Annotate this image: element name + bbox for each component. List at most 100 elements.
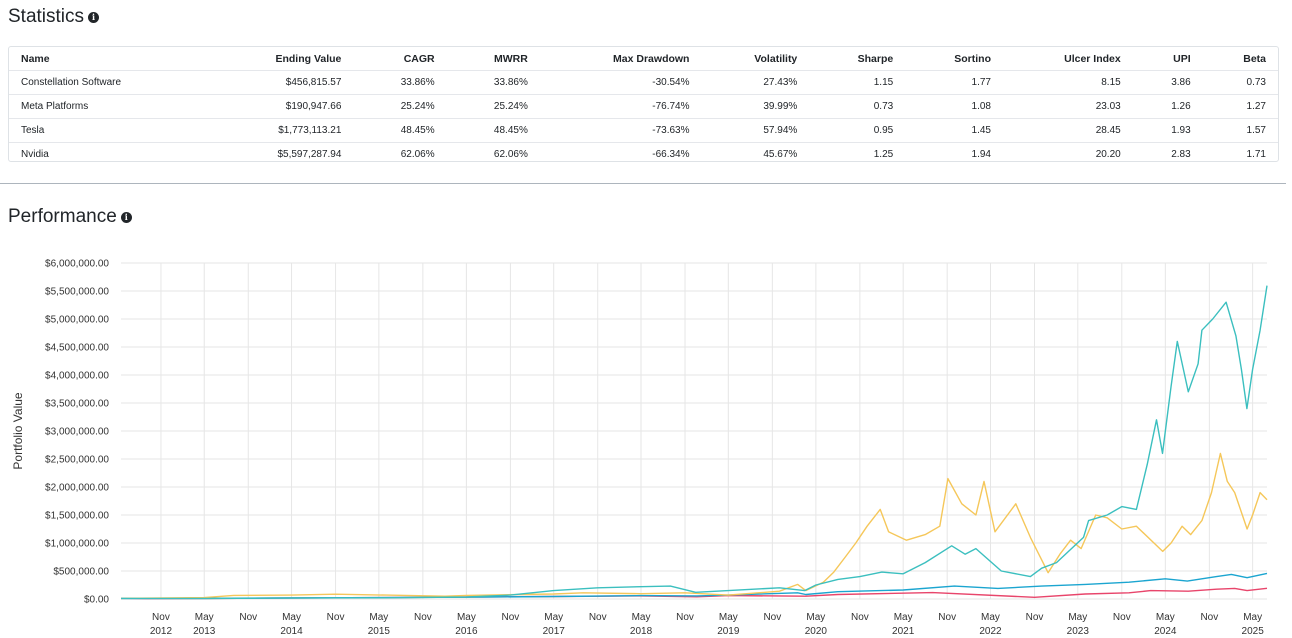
row-value: 0.95 bbox=[809, 118, 906, 143]
row-value: 20.20 bbox=[1095, 149, 1121, 160]
x-tick-label: Nov bbox=[589, 612, 607, 623]
table-row: Constellation Software $456,815.57 33.86% 3… bbox=[9, 70, 1278, 95]
statistics-title: Statistics i bbox=[8, 6, 100, 28]
row-value: 1.94 bbox=[971, 149, 991, 160]
info-icon[interactable]: i bbox=[88, 11, 100, 23]
row-value: 1.77 bbox=[905, 70, 1003, 95]
y-tick-label: $3,500,000.00 bbox=[45, 399, 109, 410]
row-value: 1.27 bbox=[1202, 94, 1278, 119]
x-tick-label: Nov bbox=[938, 612, 956, 623]
y-tick-label: $5,500,000.00 bbox=[45, 287, 109, 298]
x-tick-label: 2019 bbox=[717, 626, 740, 637]
x-tick-label: 2016 bbox=[455, 626, 478, 637]
x-tick-label: Nov bbox=[1200, 612, 1218, 623]
row-value: 39.99% bbox=[701, 94, 810, 119]
row-value: 1.25 bbox=[873, 149, 894, 160]
column-header[interactable]: Sortino bbox=[905, 47, 1003, 71]
x-tick-label: May bbox=[981, 612, 1000, 623]
y-tick-label: $1,500,000.00 bbox=[45, 511, 109, 522]
column-header[interactable]: MWRR bbox=[446, 47, 540, 71]
x-tick-label: May bbox=[1156, 612, 1175, 623]
y-tick-label: $500,000.00 bbox=[53, 567, 109, 578]
y-tick-label: $4,500,000.00 bbox=[45, 343, 109, 354]
row-value: -73.63% bbox=[539, 118, 702, 143]
column-header[interactable]: Sharpe bbox=[809, 47, 906, 71]
row-value: 48.45% bbox=[446, 118, 540, 143]
row-value: 25.24% bbox=[446, 94, 540, 119]
table-row: Nvidia $5,597,287.94 62.06% 62.06% -66.34% 45… bbox=[9, 143, 1278, 162]
row-name: Meta Platforms bbox=[9, 94, 209, 119]
row-name: Nvidia bbox=[21, 149, 49, 160]
row-name: Tesla bbox=[9, 118, 209, 143]
y-tick-label: $0.00 bbox=[84, 595, 109, 606]
row-value: $456,815.57 bbox=[208, 70, 354, 95]
row-value: 1.93 bbox=[1132, 118, 1203, 143]
performance-heading: Performance bbox=[8, 206, 117, 227]
x-tick-label: Nov bbox=[502, 612, 520, 623]
row-value: 8.15 bbox=[1002, 70, 1133, 95]
x-tick-label: Nov bbox=[851, 612, 869, 623]
row-value: 45.67% bbox=[763, 149, 798, 160]
row-value: -30.54% bbox=[539, 70, 702, 95]
column-header[interactable]: Ulcer Index bbox=[1002, 47, 1133, 71]
row-value: 1.71 bbox=[1246, 149, 1266, 160]
x-tick-label: May bbox=[544, 612, 563, 623]
x-tick-label: 2018 bbox=[630, 626, 653, 637]
column-header[interactable]: Name bbox=[9, 47, 209, 71]
row-value: 33.86% bbox=[446, 70, 540, 95]
row-value: 28.45 bbox=[1002, 118, 1133, 143]
x-tick-label: 2015 bbox=[368, 626, 391, 637]
x-tick-label: Nov bbox=[1113, 612, 1131, 623]
row-value: 27.43% bbox=[701, 70, 810, 95]
x-tick-label: May bbox=[632, 612, 651, 623]
row-value: -76.74% bbox=[539, 94, 702, 119]
performance-chart: Nov 2012 May 2013 Nov May 2014 Nov May 2015 Nov May… bbox=[11, 259, 1268, 637]
series-line bbox=[120, 452, 1268, 600]
row-value: 62.06% bbox=[493, 149, 528, 160]
x-tick-label: Nov bbox=[676, 612, 694, 623]
column-header[interactable]: CAGR bbox=[353, 47, 447, 71]
column-header[interactable]: Max Drawdown bbox=[539, 47, 702, 71]
x-tick-label: Nov bbox=[1026, 612, 1044, 623]
x-tick-label: May bbox=[1068, 612, 1087, 623]
x-tick-label: Nov bbox=[414, 612, 432, 623]
row-value: 25.24% bbox=[353, 94, 447, 119]
row-value: 1.15 bbox=[809, 70, 906, 95]
x-tick-label: May bbox=[1243, 612, 1262, 623]
row-value: 2.83 bbox=[1171, 149, 1191, 160]
row-value: 23.03 bbox=[1002, 94, 1133, 119]
row-value: 1.45 bbox=[905, 118, 1003, 143]
row-name: Constellation Software bbox=[9, 70, 209, 95]
row-value: 0.73 bbox=[809, 94, 906, 119]
column-header[interactable]: Beta bbox=[1202, 47, 1278, 71]
y-tick-label: $4,000,000.00 bbox=[45, 371, 109, 382]
x-tick-label: May bbox=[282, 612, 301, 623]
x-tick-label: May bbox=[195, 612, 214, 623]
y-tick-label: $5,000,000.00 bbox=[45, 315, 109, 326]
column-header[interactable]: UPI bbox=[1132, 47, 1203, 71]
x-tick-label: Nov bbox=[152, 612, 170, 623]
x-tick-label: 2017 bbox=[543, 626, 566, 637]
x-tick-label: Nov bbox=[763, 612, 781, 623]
column-header[interactable]: Ending Value bbox=[208, 47, 354, 71]
x-tick-label: 2025 bbox=[1242, 626, 1265, 637]
performance-title: Performance i bbox=[8, 206, 132, 228]
x-tick-label: Nov bbox=[239, 612, 257, 623]
table-row: Meta Platforms $190,947.66 25.24% 25.24% -76… bbox=[9, 94, 1278, 119]
statistics-heading: Statistics bbox=[8, 6, 85, 27]
info-icon[interactable]: i bbox=[120, 211, 132, 223]
column-header[interactable]: Volatility bbox=[701, 47, 810, 71]
row-value: 1.08 bbox=[905, 94, 1003, 119]
row-value: 1.26 bbox=[1132, 94, 1203, 119]
row-value: -66.34% bbox=[652, 149, 690, 160]
x-tick-label: 2013 bbox=[193, 626, 216, 637]
table-row: Tesla $1,773,113.21 48.45% 48.45% -73.63% 57.… bbox=[9, 118, 1278, 143]
table-header-row: Name Ending Value CAGR MWRR Max Drawdown Vola… bbox=[9, 47, 1278, 71]
x-tick-label: 2014 bbox=[280, 626, 303, 637]
x-tick-label: 2023 bbox=[1067, 626, 1090, 637]
row-value: 48.45% bbox=[353, 118, 447, 143]
series-line bbox=[120, 285, 1268, 600]
row-value: $1,773,113.21 bbox=[208, 118, 354, 143]
row-value: 1.57 bbox=[1202, 118, 1278, 143]
row-value: 57.94% bbox=[701, 118, 810, 143]
